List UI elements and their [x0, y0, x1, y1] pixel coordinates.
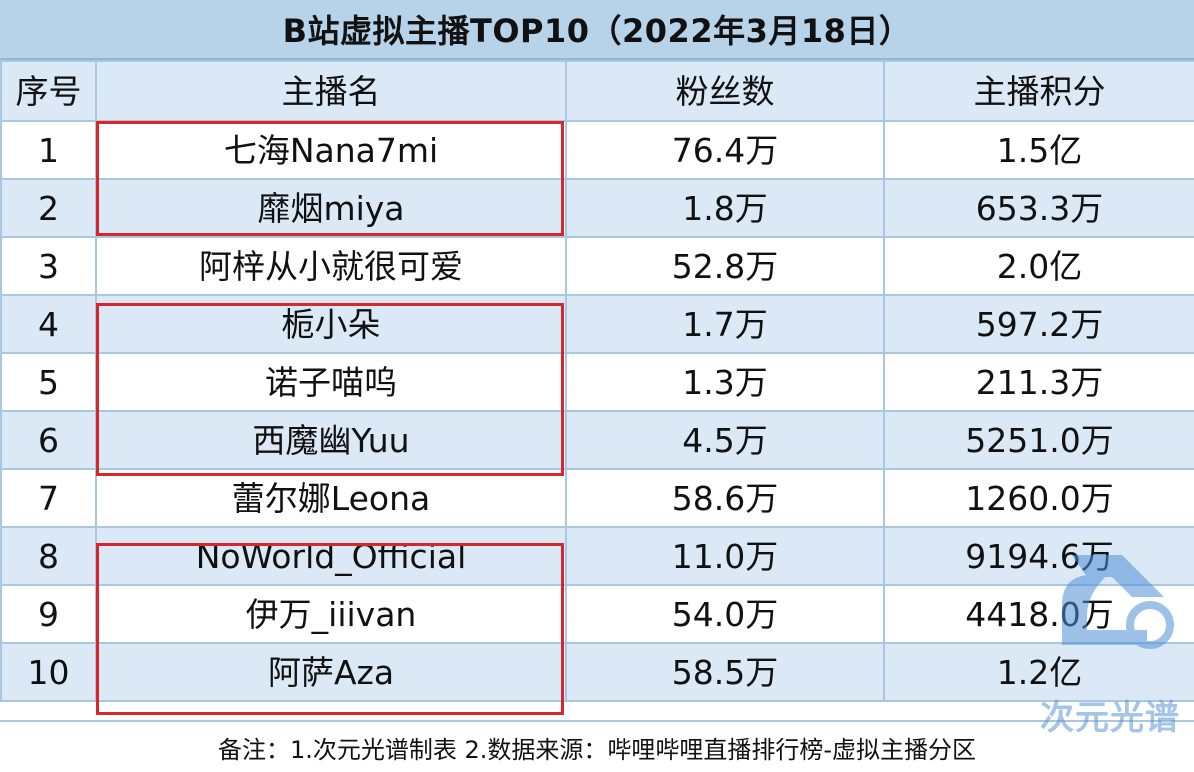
fans-cell: 11.0万 — [565, 526, 885, 586]
rank-cell: 7 — [0, 468, 97, 528]
streamer-name-cell: NoWorld_Official — [95, 526, 567, 586]
table-title: B站虚拟主播TOP10（2022年3月18日） — [0, 0, 1194, 60]
fans-cell: 4.5万 — [565, 410, 885, 470]
table-row: 2 靡烟miya 1.8万 653.3万 — [0, 178, 1194, 238]
score-cell: 2.0亿 — [883, 236, 1194, 296]
column-header-fans: 粉丝数 — [565, 60, 885, 122]
fans-cell: 58.6万 — [565, 468, 885, 528]
fans-cell: 76.4万 — [565, 120, 885, 180]
table-row: 5 诺子喵呜 1.3万 211.3万 — [0, 352, 1194, 412]
fans-cell: 1.3万 — [565, 352, 885, 412]
fans-cell: 54.0万 — [565, 584, 885, 644]
score-cell: 1260.0万 — [883, 468, 1194, 528]
rank-cell: 8 — [0, 526, 97, 586]
fans-cell: 1.8万 — [565, 178, 885, 238]
streamer-name-cell: 伊万_iiivan — [95, 584, 567, 644]
streamer-name-cell: 阿萨Aza — [95, 642, 567, 702]
rank-cell: 9 — [0, 584, 97, 644]
streamer-name-cell: 靡烟miya — [95, 178, 567, 238]
streamer-name-cell: 七海Nana7mi — [95, 120, 567, 180]
table-row: 7 蕾尔娜Leona 58.6万 1260.0万 — [0, 468, 1194, 528]
score-cell: 1.2亿 — [883, 642, 1194, 702]
table-body: 1 七海Nana7mi 76.4万 1.5亿 2 靡烟miya 1.8万 653.3万 3 阿梓从… — [0, 120, 1194, 702]
table-row: 3 阿梓从小就很可爱 52.8万 2.0亿 — [0, 236, 1194, 296]
streamer-name-cell: 蕾尔娜Leona — [95, 468, 567, 528]
score-cell: 5251.0万 — [883, 410, 1194, 470]
column-header-rank: 序号 — [0, 60, 97, 122]
rank-cell: 1 — [0, 120, 97, 180]
rank-cell: 2 — [0, 178, 97, 238]
spectrum-logo-icon — [1062, 555, 1174, 649]
streamer-name-cell: 诺子喵呜 — [95, 352, 567, 412]
rank-cell: 10 — [0, 642, 97, 702]
table-row: 6 西魔幽Yuu 4.5万 5251.0万 — [0, 410, 1194, 470]
fans-cell: 58.5万 — [565, 642, 885, 702]
column-header-score: 主播积分 — [883, 60, 1194, 122]
rank-cell: 4 — [0, 294, 97, 354]
fans-cell: 1.7万 — [565, 294, 885, 354]
table-row: 4 栀小朵 1.7万 597.2万 — [0, 294, 1194, 354]
table-row: 8 NoWorld_Official 11.0万 9194.6万 — [0, 526, 1194, 586]
header-row: 序号 主播名 粉丝数 主播积分 — [0, 60, 1194, 122]
table-row: 10 阿萨Aza 58.5万 1.2亿 — [0, 642, 1194, 702]
score-cell: 653.3万 — [883, 178, 1194, 238]
score-cell: 597.2万 — [883, 294, 1194, 354]
table-row: 9 伊万_iiivan 54.0万 4418.0万 — [0, 584, 1194, 644]
column-header-name: 主播名 — [95, 60, 567, 122]
streamer-name-cell: 阿梓从小就很可爱 — [95, 236, 567, 296]
score-cell: 1.5亿 — [883, 120, 1194, 180]
streamer-name-cell: 西魔幽Yuu — [95, 410, 567, 470]
rank-cell: 5 — [0, 352, 97, 412]
ranking-table: 序号 主播名 粉丝数 主播积分 1 七海Nana7mi 76.4万 1.5亿 2 靡烟mi… — [0, 60, 1194, 702]
watermark-text: 次元光谱 — [1040, 698, 1180, 738]
table-footnote: 备注：1.次元光谱制表 2.数据来源：哔哩哔哩直播排行榜-虚拟主播分区 — [0, 720, 1194, 772]
streamer-name-cell: 栀小朵 — [95, 294, 567, 354]
rank-cell: 6 — [0, 410, 97, 470]
fans-cell: 52.8万 — [565, 236, 885, 296]
rank-cell: 3 — [0, 236, 97, 296]
table-row: 1 七海Nana7mi 76.4万 1.5亿 — [0, 120, 1194, 180]
score-cell: 211.3万 — [883, 352, 1194, 412]
